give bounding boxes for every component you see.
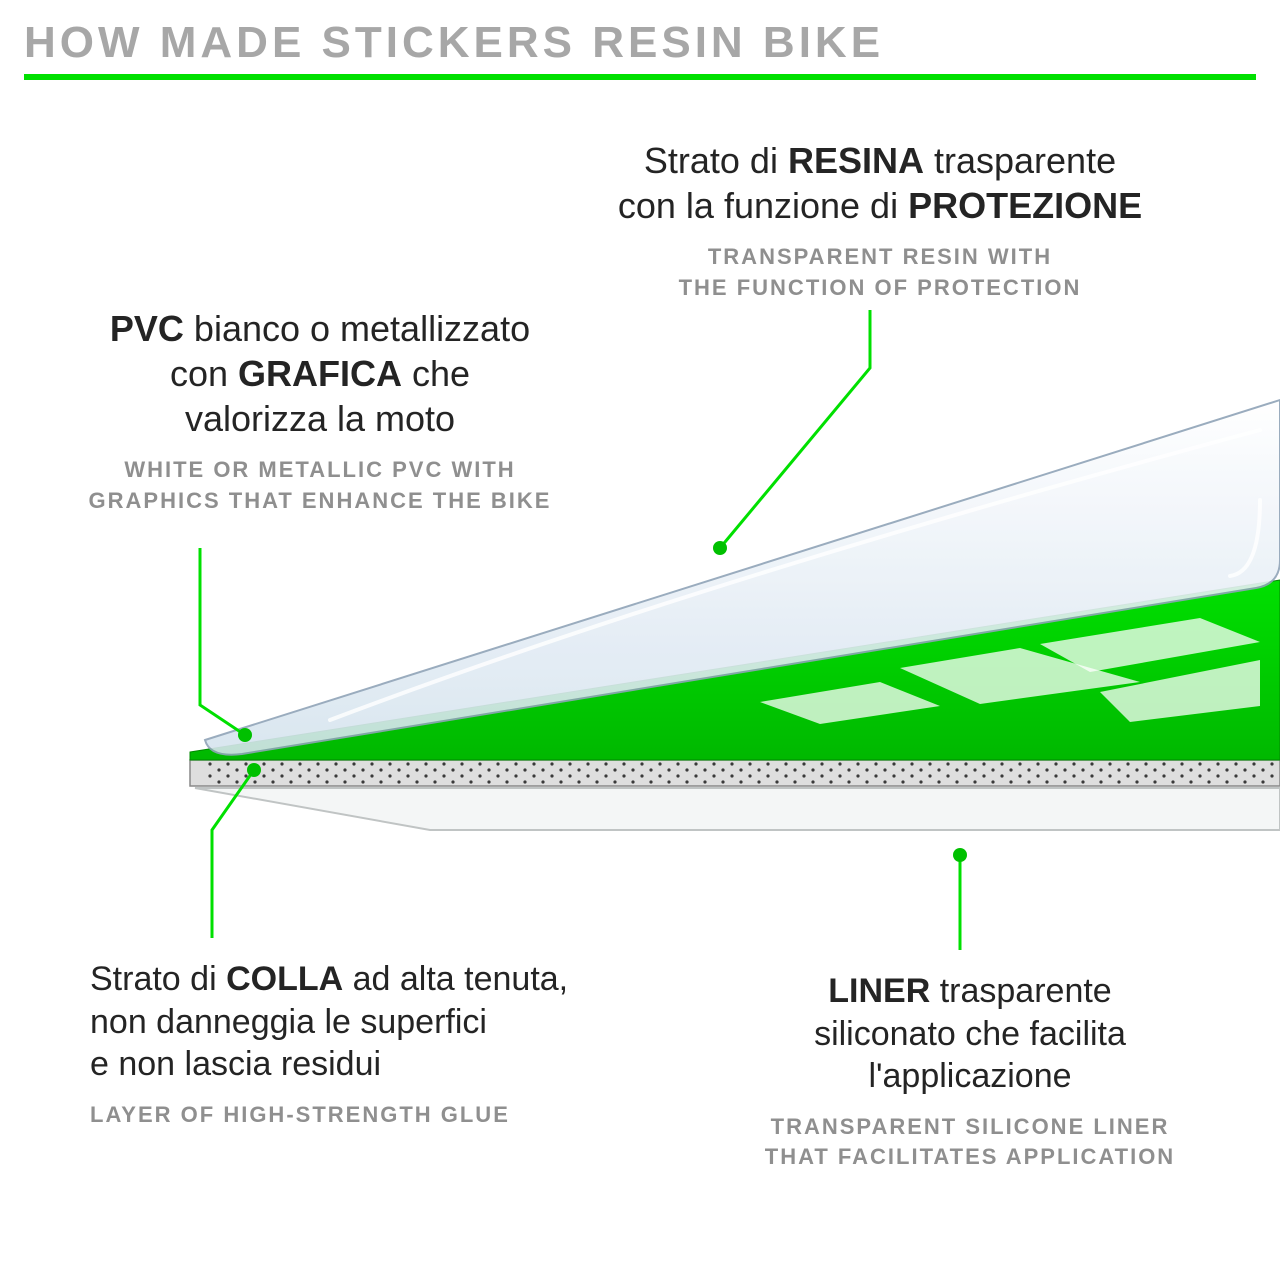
glue-callout-sub: LAYER OF HIGH-STRENGTH GLUE — [90, 1100, 710, 1131]
liner-layer — [195, 788, 1280, 830]
glue-layer — [190, 760, 1280, 786]
glue-callout: Strato di COLLA ad alta tenuta,non danne… — [90, 958, 710, 1130]
pvc-callout: PVC bianco o metallizzatocon GRAFICA che… — [40, 306, 600, 517]
liner-callout: LINER trasparentesiliconato che facilita… — [720, 970, 1220, 1173]
resin-callout: Strato di RESINA trasparentecon la funzi… — [560, 138, 1200, 304]
page-title: HOW MADE STICKERS RESIN BIKE — [24, 18, 1256, 68]
liner-callout-main: LINER trasparentesiliconato che facilita… — [720, 970, 1220, 1098]
pvc-highlights — [760, 618, 1260, 724]
glue-callout-main: Strato di COLLA ad alta tenuta,non danne… — [90, 958, 710, 1086]
pvc-callout-sub: WHITE OR METALLIC PVC WITHGRAPHICS THAT … — [40, 455, 600, 517]
resin-callout-main: Strato di RESINA trasparentecon la funzi… — [560, 138, 1200, 228]
header-rule — [24, 74, 1256, 80]
header: HOW MADE STICKERS RESIN BIKE — [24, 18, 1256, 80]
liner-callout-sub: TRANSPARENT SILICONE LINERTHAT FACILITAT… — [720, 1112, 1220, 1174]
pvc-layer — [190, 580, 1280, 760]
resin-callout-sub: TRANSPARENT RESIN WITHTHE FUNCTION OF PR… — [560, 242, 1200, 304]
pvc-callout-main: PVC bianco o metallizzatocon GRAFICA che… — [40, 306, 600, 441]
